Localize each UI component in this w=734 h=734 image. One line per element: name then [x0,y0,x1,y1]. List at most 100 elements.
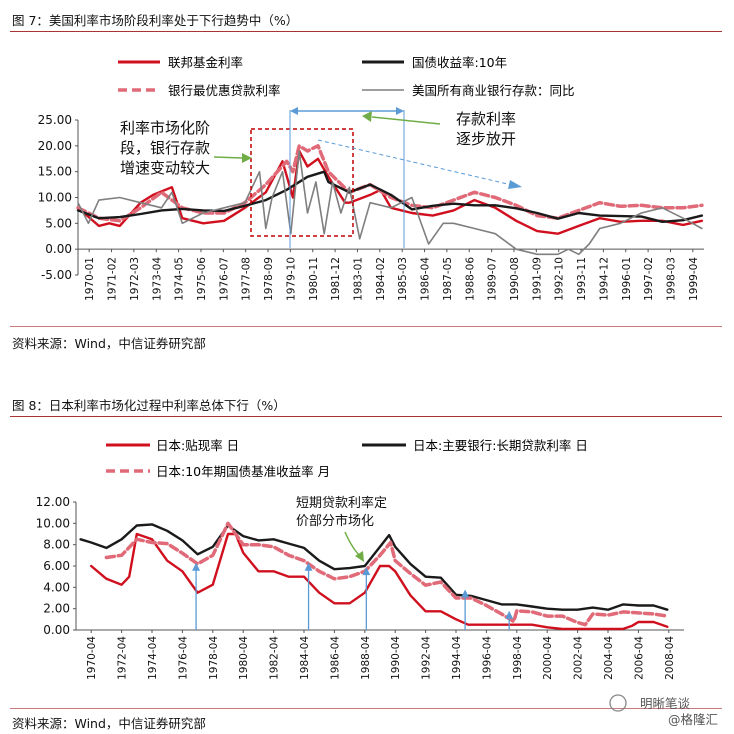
x-tick-label: 1999-04 [688,257,700,301]
figure8-source: 资料来源：Wind，中信证券研究部 [12,716,206,731]
legend-label-prime-rate: 银行最优惠贷款利率 [168,83,281,98]
figure7-top-rule [10,31,722,32]
annotation-text-2: 段，银行存款 [120,139,210,157]
x-tick-label: 1984-04 [299,636,311,680]
x-tick-label: 1981-12 [330,257,342,301]
x-tick-label: 1972-04 [117,636,129,680]
y-tick-label: 10.00 [36,516,70,530]
series-line-2 [76,170,704,224]
figure7-bottom-rule [10,326,722,327]
annotation-text-6: 短期贷款利率定 [296,495,387,511]
x-tick-label: 1976-04 [177,636,189,680]
x-tick-label: 1997-02 [643,257,655,301]
annotation-text-5: 逐步放开 [456,130,516,148]
legend-label-deposits-yoy: 美国所有商业银行存款：同比 [412,83,575,98]
x-tick-label: 1994-04 [451,636,463,680]
green-arrow-3 [344,531,361,557]
x-tick-label: 1998-03 [665,257,677,301]
figure7-axes: 25.00 20.00 15.00 10.00 5.00 0.00 -5.00 1970-01… [38,113,704,301]
x-tick-label: 1980-04 [238,636,250,680]
green-arrow-2-head [362,111,372,122]
legend-label-fed-funds: 联邦基金利率 [168,55,243,70]
event-marker-head [362,567,371,576]
x-tick-label: 1975-06 [196,257,208,301]
x-tick-label: 1980-11 [308,257,320,301]
span-arrow-left-head [290,107,298,115]
x-tick-label: 1990-08 [509,257,521,301]
x-tick-label: 1973-04 [151,257,163,301]
figure7-annotations: 利率市场化阶 段，银行存款 增速变动较大 存款利率 逐步放开 [120,107,522,248]
legend-label-discount-rate: 日本:贴现率 日 [156,438,239,453]
figure8-series [79,521,670,631]
span-arrow-right-head [396,107,404,115]
x-tick-label: 1992-10 [554,257,566,301]
x-tick-label: 1986-04 [420,257,432,301]
x-tick-label: 1978-04 [208,636,220,680]
x-tick-label: 1985-03 [397,257,409,301]
x-tick-label: 1990-04 [390,636,402,680]
x-tick-label: 2006-04 [633,636,645,680]
event-marker-head [505,610,514,619]
x-tick-label: 1996-01 [621,257,633,301]
x-tick-label: 2002-04 [573,636,585,680]
x-tick-label: 1991-09 [531,257,543,301]
figure7-title: 图 7：美国利率市场阶段利率处于下行趋势中（%） [12,13,299,28]
figure8-bottom-rule [10,708,722,709]
annotation-text-4: 存款利率 [456,110,516,128]
x-tick-label: 1987-05 [442,257,454,301]
x-tick-label: 1977-08 [241,257,253,301]
green-arrow-3-head [355,551,364,562]
event-marker-head [192,562,201,571]
y-tick-label: 0.00 [45,242,72,256]
trend-arrow [317,139,513,186]
x-tick-label: 1998-04 [512,636,524,680]
x-tick-label: 1978-09 [263,257,275,301]
figure8-top-rule [10,416,722,417]
annotation-text-1: 利率市场化阶 [120,119,210,137]
y-tick-label: 6.00 [43,559,70,573]
x-tick-label: 1974-04 [147,636,159,680]
trend-arrow-head [508,180,522,189]
legend-label-10y-treasury: 国债收益率:10年 [412,55,507,70]
watermark-text-2: @格隆汇 [668,712,718,727]
y-tick-label: 4.00 [43,580,70,594]
green-arrow-1-head [242,153,252,163]
figure8-title: 图 8：日本利率市场化过程中利率总体下行（%） [12,398,286,413]
x-tick-label: 1992-04 [421,636,433,680]
figure7-source: 资料来源：Wind，中信证券研究部 [12,336,206,351]
x-tick-label: 1988-06 [464,257,476,301]
y-tick-label: 25.00 [38,113,72,127]
x-tick-label: 1982-04 [269,636,281,680]
legend-label-long-term-loan: 日本:主要银行:长期贷款利率 日 [413,438,588,453]
watermark-text-1: 明晰笔谈 [640,696,691,711]
event-marker-head [461,589,470,598]
x-tick-label: 2000-04 [542,636,554,680]
y-tick-label: 5.00 [45,216,72,230]
wechat-icon [609,694,627,712]
event-marker-head [304,562,313,571]
x-tick-label: 1988-04 [360,636,372,680]
y-tick-label: 0.00 [43,623,70,637]
y-tick-label: 8.00 [43,538,70,552]
series-line-2 [104,521,670,627]
series-line-0 [89,532,669,631]
x-tick-label: 1989-07 [487,257,499,301]
y-tick-label: 12.00 [36,495,70,509]
figure8-annotations: 短期贷款利率定 价部分市场化 [192,495,514,630]
x-tick-label: 2008-04 [664,636,676,680]
figure8-legend: 日本:贴现率 日 日本:主要银行:长期贷款利率 日 日本:10年期国债基准收益率… [106,438,588,479]
y-tick-label: 10.00 [38,191,72,205]
x-tick-label: 1974-05 [174,257,186,301]
series-line-1 [79,523,669,611]
y-tick-label: -5.00 [41,268,72,282]
figure8-axes: 12.00 10.00 8.00 6.00 4.00 2.00 0.00 1970-04 197… [36,495,684,680]
series-line-3 [77,150,703,256]
x-tick-label: 1994-12 [598,257,610,301]
x-tick-label: 1984-02 [375,257,387,301]
series-line-0 [76,149,704,235]
x-tick-label: 2004-04 [603,636,615,680]
annotation-text-3: 增速变动较大 [120,159,210,177]
y-tick-label: 2.00 [43,602,70,616]
figure7-legend: 联邦基金利率 银行最优惠贷款利率 国债收益率:10年 美国所有商业银行存款：同比 [118,55,575,98]
green-arrow-2 [371,116,441,125]
